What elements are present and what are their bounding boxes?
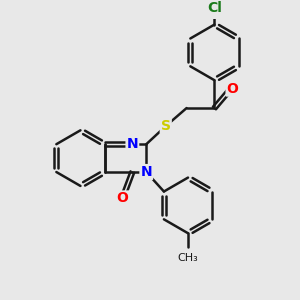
Text: N: N [127, 137, 138, 151]
Text: S: S [161, 119, 171, 133]
Text: O: O [117, 191, 129, 206]
Text: N: N [140, 165, 152, 179]
Text: O: O [226, 82, 238, 96]
Text: Cl: Cl [207, 1, 222, 15]
Text: CH₃: CH₃ [178, 253, 198, 263]
